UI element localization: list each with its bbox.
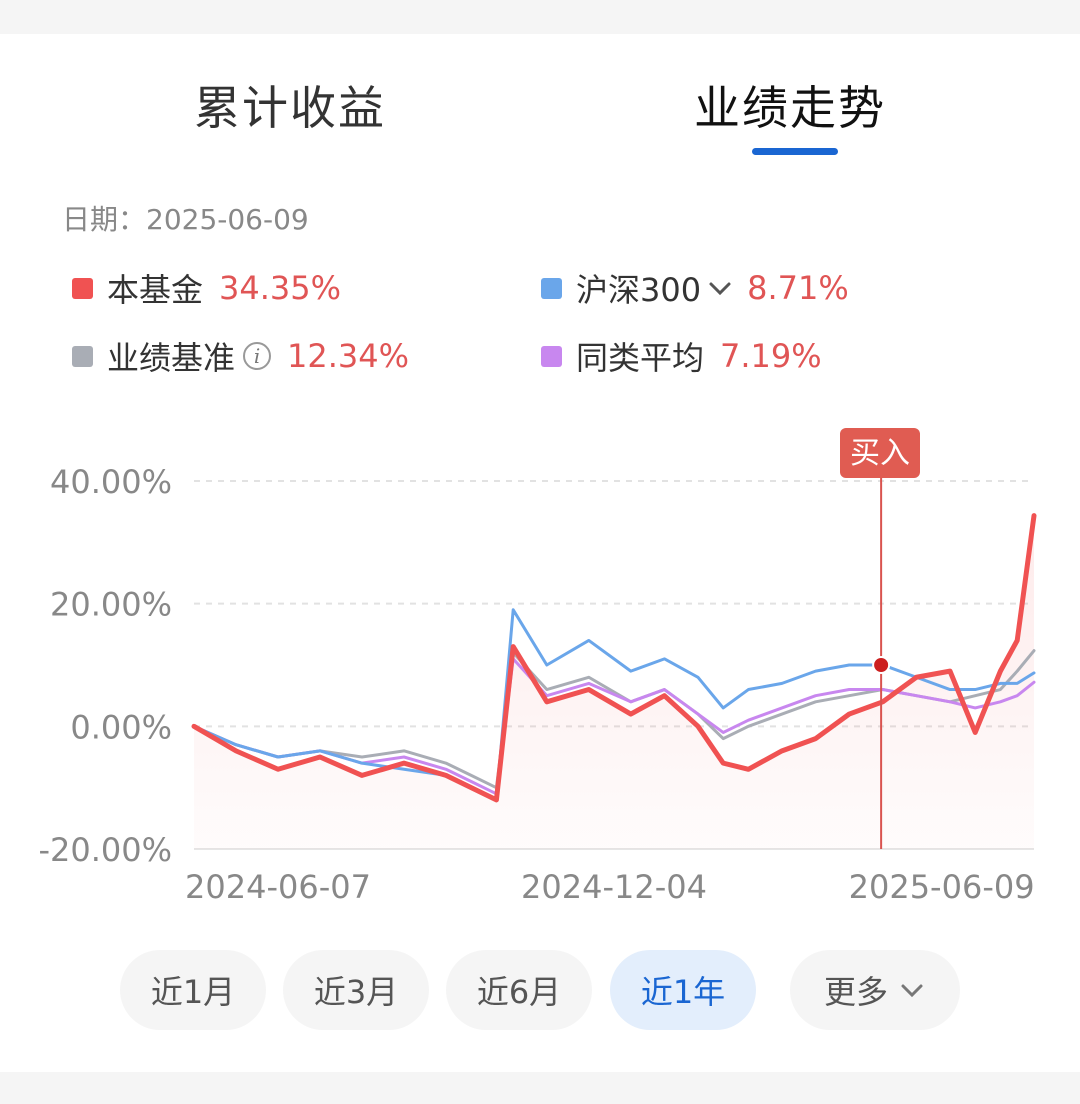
- legend-swatch-peer-average: [541, 345, 562, 367]
- chevron-down-icon: [901, 984, 923, 998]
- tab-cumulative-return[interactable]: 累计收益: [194, 81, 386, 135]
- buy-marker-badge: [840, 428, 920, 478]
- legend-swatch-csi300: [541, 277, 562, 299]
- legend-peer-average: 同类平均 7.19%: [541, 334, 822, 378]
- x-tick-label: 2024-12-04: [521, 868, 707, 906]
- legend-value: 8.71%: [747, 269, 849, 307]
- x-tick-label: 2024-06-07: [185, 868, 371, 906]
- range-1-month-button[interactable]: 近1月: [120, 950, 266, 1030]
- buy-point: [872, 656, 891, 674]
- y-tick-label: 0.00%: [70, 708, 172, 746]
- legend-csi300[interactable]: 沪深300 8.71%: [541, 266, 849, 310]
- peer-average-line: [192, 657, 1036, 796]
- performance-card: [0, 34, 1080, 1072]
- y-tick-label: 20.00%: [50, 586, 172, 624]
- legend-value: 12.34%: [287, 337, 410, 375]
- fund-line: [191, 513, 1037, 803]
- info-icon[interactable]: i: [243, 342, 272, 370]
- x-tick-label: 2025-06-09: [849, 868, 1035, 906]
- date-label: 日期：2025-06-09: [62, 203, 309, 236]
- y-tick-label: 40.00%: [50, 463, 172, 501]
- legend-fund: 本基金 34.35%: [72, 266, 341, 310]
- range-1-year-button[interactable]: 近1年: [610, 950, 756, 1030]
- legend-value: 7.19%: [720, 337, 822, 375]
- y-tick-label: -20.00%: [38, 831, 172, 869]
- legend-name: 沪深300: [576, 271, 702, 309]
- legend-benchmark: 业绩基准 i 12.34%: [72, 334, 409, 378]
- legend-value: 34.35%: [219, 269, 342, 307]
- more-ranges-button[interactable]: 更多: [790, 950, 960, 1030]
- active-tab-indicator: [752, 148, 838, 155]
- buy-marker-label: 买入: [850, 436, 910, 471]
- tab-performance-trend[interactable]: 业绩走势: [694, 81, 886, 135]
- legend-swatch-fund: [72, 277, 93, 299]
- range-6-months-button[interactable]: 近6月: [446, 950, 592, 1030]
- legend-name: 同类平均: [576, 339, 705, 377]
- legend-name: 本基金: [107, 271, 204, 309]
- chevron-down-icon[interactable]: [707, 275, 733, 301]
- legend-swatch-benchmark: [72, 345, 93, 367]
- range-3-months-button[interactable]: 近3月: [283, 950, 429, 1030]
- legend-name: 业绩基准: [107, 339, 236, 377]
- more-label: 更多: [823, 973, 888, 1011]
- csi300-line: [192, 608, 1036, 802]
